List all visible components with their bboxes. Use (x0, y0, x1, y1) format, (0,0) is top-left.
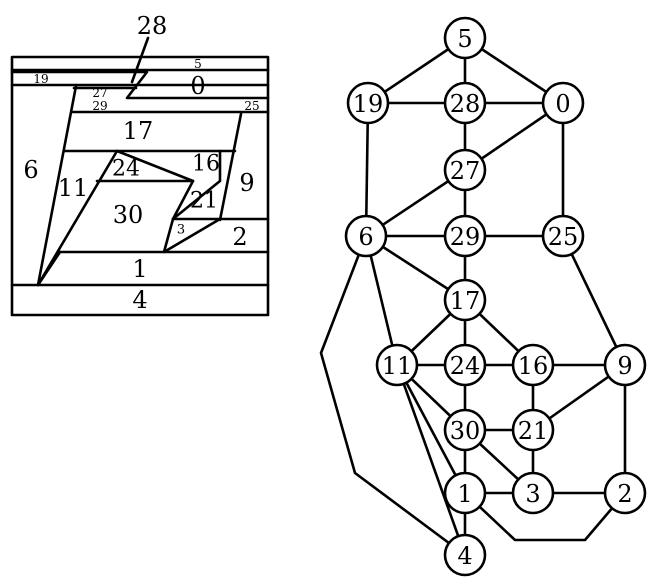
graph-node-1: 1 (443, 471, 487, 515)
edge-25-9 (561, 234, 627, 367)
node-circle (443, 343, 487, 387)
graph-node-28: 28 (443, 81, 487, 125)
partition-line (36, 149, 119, 287)
node-circle (443, 148, 487, 192)
node-label: 11 (382, 352, 413, 380)
region-label: 24 (112, 157, 140, 182)
node-label: 30 (450, 417, 481, 445)
node-label: 9 (617, 352, 632, 380)
node-circle (443, 214, 487, 258)
edge-11-1 (395, 363, 467, 495)
node-circle (603, 343, 647, 387)
region-label: 1 (132, 255, 147, 283)
graph-node-21: 21 (511, 408, 555, 452)
edge-1-2 (463, 491, 627, 542)
graph-node-11: 11 (375, 343, 419, 387)
graph-node-17: 17 (443, 278, 487, 322)
region-label: 0 (190, 72, 205, 100)
node-label: 0 (555, 90, 570, 118)
node-label: 28 (450, 90, 481, 118)
region-partition: 28 5 0 19 27 29 25 17 6 24 16 11 9 30 21… (10, 12, 270, 317)
edge-11-4 (395, 363, 467, 557)
graph-node-9: 9 (603, 343, 647, 387)
region-label: 29 (92, 99, 107, 113)
graph-node-3: 3 (511, 471, 555, 515)
node-label: 25 (548, 223, 579, 251)
node-circle (443, 408, 487, 452)
node-circle (603, 471, 647, 515)
node-label: 27 (450, 157, 481, 185)
node-label: 17 (450, 287, 481, 315)
region-label: 30 (113, 201, 144, 229)
edge-19-6 (364, 101, 370, 238)
partition-line (171, 149, 222, 221)
region-label: 19 (33, 72, 48, 86)
graph-node-4: 4 (443, 533, 487, 577)
partition-line (36, 84, 78, 287)
region-label: 28 (137, 12, 168, 40)
node-label: 16 (518, 352, 549, 380)
node-circle (511, 343, 555, 387)
node-label: 6 (358, 223, 373, 251)
graph-node-30: 30 (443, 408, 487, 452)
node-label: 29 (450, 223, 481, 251)
node-label: 24 (450, 352, 481, 380)
region-label: 5 (194, 57, 202, 71)
node-circle (541, 214, 585, 258)
node-circle (443, 471, 487, 515)
region-label: 6 (23, 156, 38, 184)
node-label: 5 (457, 25, 472, 53)
region-label: 27 (92, 86, 107, 100)
graph-node-27: 27 (443, 148, 487, 192)
partition-line (130, 36, 150, 84)
node-circle (344, 214, 388, 258)
graph-node-25: 25 (541, 214, 585, 258)
graph-node-2: 2 (603, 471, 647, 515)
partition-line (36, 250, 62, 287)
region-label: 16 (192, 152, 220, 177)
node-circle (511, 408, 555, 452)
node-label: 3 (525, 480, 540, 508)
edge-6-11 (364, 234, 399, 367)
partition-line (162, 217, 222, 254)
node-circle (541, 81, 585, 125)
node-label: 1 (457, 480, 472, 508)
graph-node-24: 24 (443, 343, 487, 387)
node-circle (443, 81, 487, 125)
graph-node-29: 29 (443, 214, 487, 258)
node-circle (375, 343, 419, 387)
node-circle (511, 471, 555, 515)
region-label: 9 (239, 169, 254, 197)
region-label: 4 (132, 286, 147, 314)
region-label: 17 (123, 117, 154, 145)
region-label: 25 (244, 99, 259, 113)
region-label: 11 (58, 174, 89, 202)
edge-6-4 (319, 234, 467, 557)
node-label: 4 (457, 542, 472, 570)
node-label: 21 (518, 417, 549, 445)
region-label: 2 (232, 223, 247, 251)
graph-node-5: 5 (443, 16, 487, 60)
node-circle (443, 16, 487, 60)
node-label: 2 (617, 480, 632, 508)
region-label: 21 (190, 189, 218, 214)
node-circle (346, 81, 390, 125)
node-circle (443, 278, 487, 322)
graph-node-16: 16 (511, 343, 555, 387)
region-label: 3 (177, 223, 185, 238)
graph-node-6: 6 (344, 214, 388, 258)
partition-line (218, 112, 243, 222)
graph-node-19: 19 (346, 81, 390, 125)
node-circle (443, 533, 487, 577)
node-label: 19 (353, 90, 384, 118)
graph-node-0: 0 (541, 81, 585, 125)
